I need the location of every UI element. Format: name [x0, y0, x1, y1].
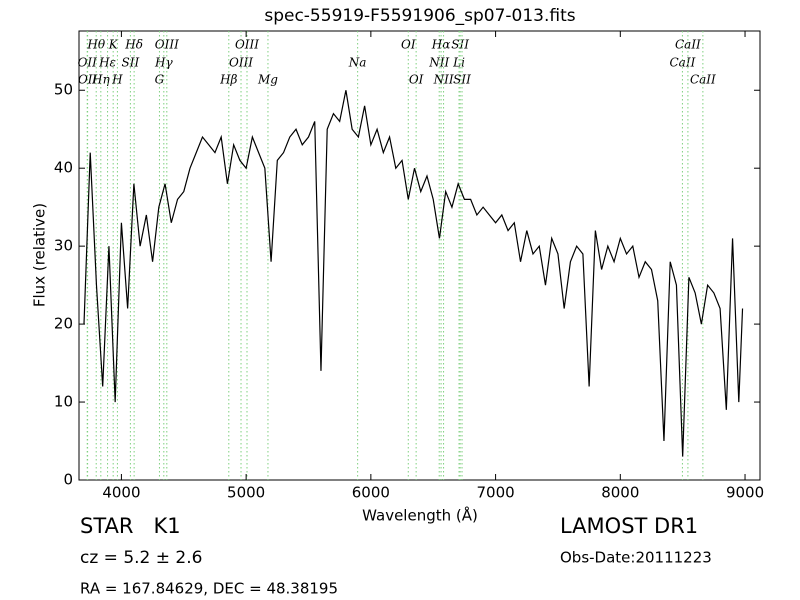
- x-tick-label: 7000: [476, 484, 514, 502]
- spectral-line-label: Hδ: [124, 38, 143, 52]
- y-tick-label: 20: [54, 315, 73, 333]
- y-tick-label: 40: [54, 159, 73, 177]
- obs-date: Obs-Date:20111223: [560, 549, 712, 567]
- spectral-line-label: G: [155, 73, 165, 87]
- spectral-line-label: Mg: [257, 73, 278, 87]
- spectral-line-label: Hα: [431, 38, 451, 52]
- spectral-line-label: NII: [428, 56, 449, 70]
- x-tick-label: 4000: [102, 484, 140, 502]
- plot-frame: [78, 30, 761, 481]
- spectral-line-label: Li: [452, 56, 465, 70]
- spectral-line-label: CaII: [675, 38, 701, 52]
- spectral-line-label: OII: [78, 73, 98, 87]
- spectral-line-label: SII: [451, 38, 469, 52]
- spectral-line-label: H: [111, 73, 123, 87]
- spectral-line-label: OIII: [235, 38, 259, 52]
- spectrum-line: [83, 90, 744, 457]
- redshift: cz = 5.2 ± 2.6: [80, 548, 202, 568]
- y-tick-label: 50: [54, 81, 73, 99]
- spectral-line-label: Hη: [91, 73, 110, 87]
- spectral-line-label: OI: [409, 73, 424, 87]
- chart-title: spec-55919-F5591906_sp07-013.fits: [264, 6, 575, 26]
- spectral-line-label: Hε: [98, 56, 116, 70]
- y-tick-label: 0: [63, 471, 73, 489]
- spectral-line-label: OIII: [155, 38, 179, 52]
- spectral-line-label: Hβ: [219, 73, 237, 87]
- x-tick-label: 9000: [726, 484, 764, 502]
- spectral-line-label: OI: [401, 38, 416, 52]
- spectral-line-label: Na: [348, 56, 367, 70]
- coordinates: RA = 167.84629, DEC = 48.38195: [80, 580, 338, 598]
- spectral-line-label: SII: [122, 56, 140, 70]
- y-tick-label: 30: [54, 237, 73, 255]
- x-axis-label: Wavelength (Å): [362, 506, 478, 525]
- spectral-line-label: OIII: [229, 56, 253, 70]
- x-tick-label: 6000: [352, 484, 390, 502]
- object-class: STAR K1: [80, 514, 181, 538]
- y-tick-label: 10: [54, 393, 73, 411]
- spectral-line-label: Hγ: [154, 56, 173, 70]
- spectral-line-label: Hθ: [86, 38, 105, 52]
- spectral-line-label: OII: [78, 56, 98, 70]
- x-tick-label: 8000: [601, 484, 639, 502]
- spectral-line-label: CaII: [690, 73, 716, 87]
- spectral-line-label: SII: [453, 73, 471, 87]
- spectral-line-label: K: [108, 38, 119, 52]
- spectral-line-label: NII: [433, 73, 454, 87]
- spectral-line-label: CaII: [670, 56, 696, 70]
- y-axis-label: Flux (relative): [31, 203, 49, 307]
- survey: LAMOST DR1: [560, 514, 698, 538]
- x-tick-label: 5000: [227, 484, 265, 502]
